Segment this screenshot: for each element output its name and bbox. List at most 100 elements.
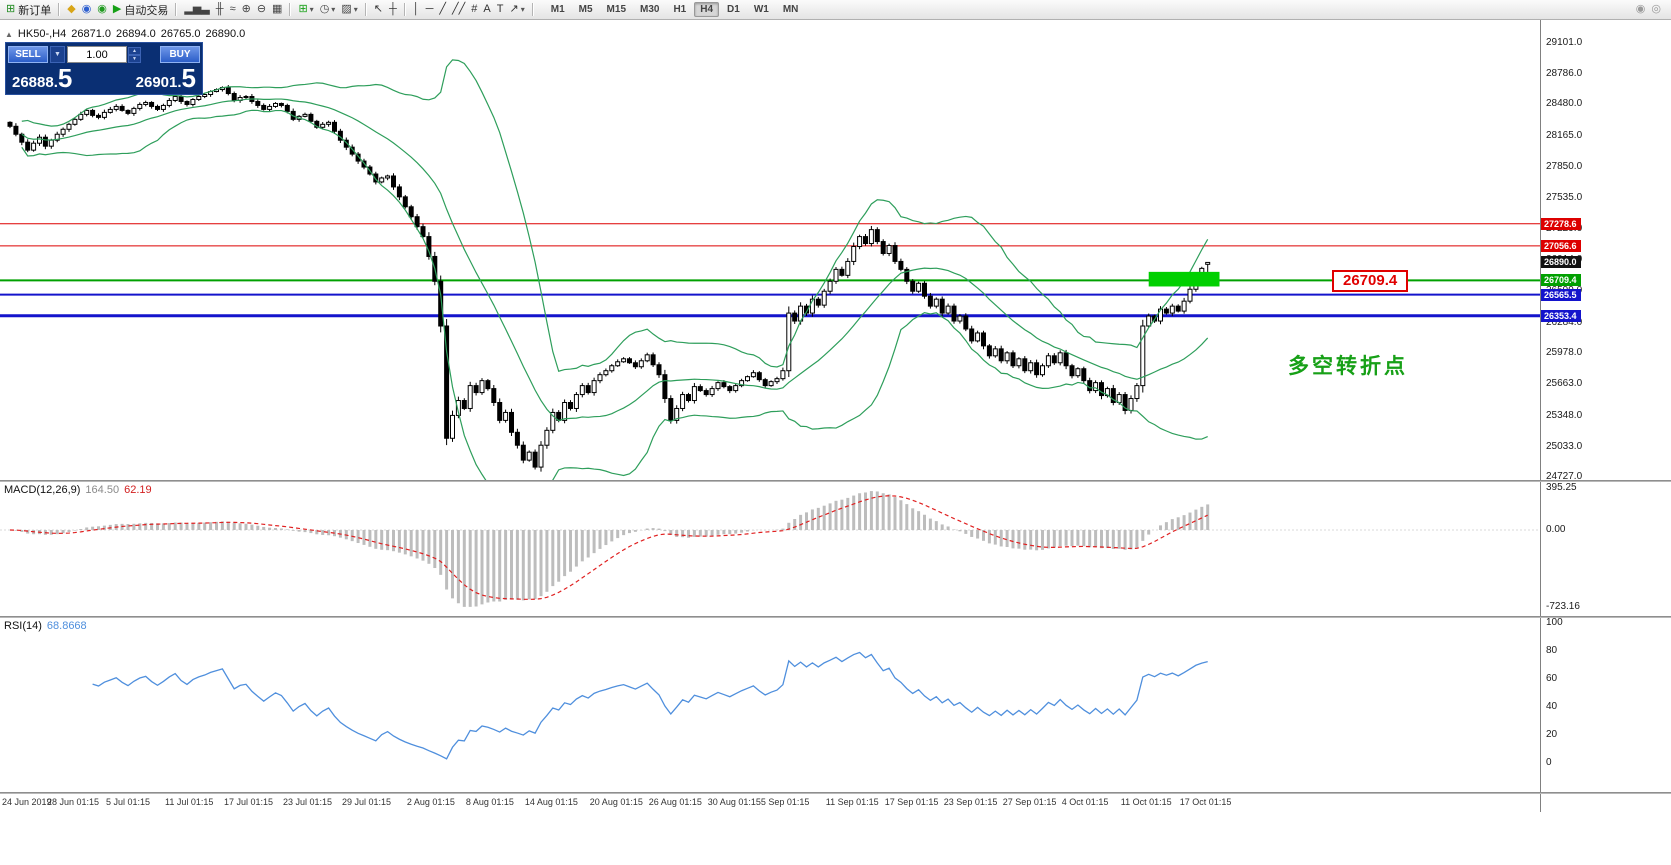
time-axis-label: 8 Aug 01:15 <box>465 797 514 807</box>
rsi-pane[interactable] <box>0 618 1540 792</box>
channel-button[interactable]: ╱╱ <box>449 1 468 18</box>
chart-low-value: 26765.0 <box>160 28 201 40</box>
timeframe-w1-button[interactable]: W1 <box>753 4 769 15</box>
zoom-out-button[interactable]: ⊖ <box>254 1 269 18</box>
main-chart-pane[interactable] <box>0 20 1540 480</box>
price-tick-label: 27850.0 <box>1546 161 1583 173</box>
new-order-button[interactable]: ⊞ 新订单 <box>3 1 54 18</box>
terminal-button[interactable]: ◉ <box>94 1 110 18</box>
note-annotation: 多空转折点 <box>1288 355 1408 378</box>
crosshair-icon: ┼ <box>388 3 397 15</box>
price-axis[interactable]: 29101.0 28786.0 28480.0 28165.0 27850.0 27535… <box>1540 20 1671 812</box>
arrows-button[interactable]: ↗ ▾ <box>507 1 528 18</box>
price-tick-label: 27535.0 <box>1546 192 1583 204</box>
chevron-down-icon: ▼ <box>54 51 61 58</box>
label-button[interactable]: T <box>494 1 507 18</box>
one-click-prices: 26888.5 26901.5 <box>8 64 200 92</box>
timeframe-d1-button[interactable]: D1 <box>727 4 740 15</box>
timeframe-h4-button[interactable]: H4 <box>694 2 720 17</box>
buy-price-dec: 5 <box>181 63 196 93</box>
trendline-button[interactable]: ╱ <box>436 1 449 18</box>
order-type-dropdown[interactable]: ▼ <box>50 46 65 63</box>
price-tick-label: 28165.0 <box>1546 129 1583 141</box>
time-axis-label: 11 Sep 01:15 <box>825 797 879 807</box>
macd-value-main: 164.50 <box>85 484 120 496</box>
time-axis-label: 20 Aug 01:15 <box>589 797 643 807</box>
text-icon: A <box>483 3 491 15</box>
pane-separator[interactable] <box>0 792 1671 794</box>
indicators-button[interactable]: ⊞ ▾ <box>295 1 316 18</box>
fibonacci-icon: # <box>471 3 478 15</box>
collapse-panel-icon[interactable]: ▲ <box>5 30 13 39</box>
search-button[interactable]: ◎ <box>1648 1 1664 18</box>
horizontal-line-button[interactable]: ─ <box>423 1 437 18</box>
macd-pane[interactable] <box>0 482 1540 616</box>
terminal-icon: ◉ <box>97 3 107 15</box>
macd-name: MACD(12,26,9) <box>4 484 81 496</box>
timeframe-m30-button[interactable]: M30 <box>640 4 660 15</box>
autotrading-button[interactable]: ▶ 自动交易 <box>110 1 171 18</box>
text-button[interactable]: A <box>480 1 493 18</box>
tile-windows-button[interactable]: ▦ <box>269 1 285 18</box>
navigator-icon: ◉ <box>81 3 92 15</box>
cursor-icon: ↖ <box>373 3 383 15</box>
pane-separator[interactable] <box>0 480 1671 482</box>
timeframe-m15-button[interactable]: M15 <box>606 4 626 15</box>
timeframe-h1-button[interactable]: H1 <box>673 4 687 15</box>
bar-chart-button[interactable]: ▂▅▃ <box>181 1 212 18</box>
navigator-button[interactable]: ◉ <box>79 1 95 18</box>
macd-scale-label: 395.25 <box>1546 482 1577 493</box>
lot-decrease-button[interactable]: ▼ <box>128 54 141 63</box>
search-icon: ◎ <box>1651 3 1661 15</box>
timeframe-m1-button[interactable]: M1 <box>550 4 565 15</box>
price-level-label: 26709.4 <box>1541 274 1581 287</box>
time-axis-label: 28 Jun 01:15 <box>47 797 100 807</box>
price-tick-label: 28480.0 <box>1546 98 1583 110</box>
new-order-label: 新订单 <box>18 4 52 17</box>
periods-button[interactable]: ◷ ▾ <box>317 1 339 18</box>
buy-button[interactable]: BUY <box>160 46 200 63</box>
price-tick-label: 25663.0 <box>1546 378 1583 390</box>
time-axis-label: 29 Jul 01:15 <box>342 797 392 807</box>
market-watch-button[interactable]: ◆ <box>64 1 78 18</box>
buy-price[interactable]: 26901.5 <box>136 65 196 91</box>
sell-price[interactable]: 26888.5 <box>12 65 72 91</box>
indicators-icon: ⊞ <box>298 3 308 15</box>
trendline-icon: ╱ <box>439 3 447 15</box>
lot-increase-button[interactable]: ▲ <box>128 46 141 55</box>
fibonacci-button[interactable]: # <box>468 1 480 18</box>
toolbar-separator <box>289 3 292 16</box>
price-tick-label: 29101.0 <box>1546 36 1583 48</box>
timeframe-m5-button[interactable]: M5 <box>578 4 593 15</box>
sell-button[interactable]: SELL <box>8 46 48 63</box>
chart-symbol-period: HK50-,H4 <box>17 28 67 40</box>
crosshair-button[interactable]: ┼ <box>386 1 400 18</box>
time-axis-label: 5 Sep 01:15 <box>760 797 810 807</box>
time-axis-label: 11 Oct 01:15 <box>1120 797 1172 807</box>
chart-high-value: 26894.0 <box>115 28 156 40</box>
macd-label: MACD(12,26,9) 164.50 62.19 <box>4 484 152 496</box>
timeframe-mn-button[interactable]: MN <box>782 4 799 15</box>
cursor-button[interactable]: ↖ <box>371 1 386 18</box>
templates-button[interactable]: ▨ ▾ <box>338 1 360 18</box>
price-tick-label: 25033.0 <box>1546 440 1583 452</box>
line-chart-button[interactable]: ≈ <box>227 1 239 18</box>
line-chart-icon: ≈ <box>229 3 236 15</box>
channel-icon: ╱╱ <box>452 3 466 15</box>
time-axis-label: 17 Oct 01:15 <box>1179 797 1232 807</box>
chart-close-value: 26890.0 <box>205 28 246 40</box>
chart-open-value: 26871.0 <box>71 28 111 40</box>
pane-separator[interactable] <box>0 616 1671 618</box>
time-axis[interactable]: 24 Jun 2019 28 Jun 01:15 5 Jul 01:15 11 Jul… <box>0 794 1540 812</box>
price-level-label: 26565.5 <box>1541 288 1581 301</box>
lot-size-input[interactable] <box>67 46 127 63</box>
tile-windows-icon: ▦ <box>272 3 283 15</box>
bar-chart-icon: ▂▅▃ <box>184 3 210 15</box>
zoom-in-button[interactable]: ⊕ <box>239 1 254 18</box>
time-axis-label: 23 Sep 01:15 <box>943 797 998 807</box>
zoom-out-icon: ⊖ <box>256 3 267 15</box>
community-button[interactable]: ◉ <box>1633 1 1649 18</box>
candlestick-chart-button[interactable]: ╫ <box>213 1 227 18</box>
vertical-line-button[interactable]: │ <box>410 1 423 18</box>
label-icon: T <box>496 3 504 15</box>
